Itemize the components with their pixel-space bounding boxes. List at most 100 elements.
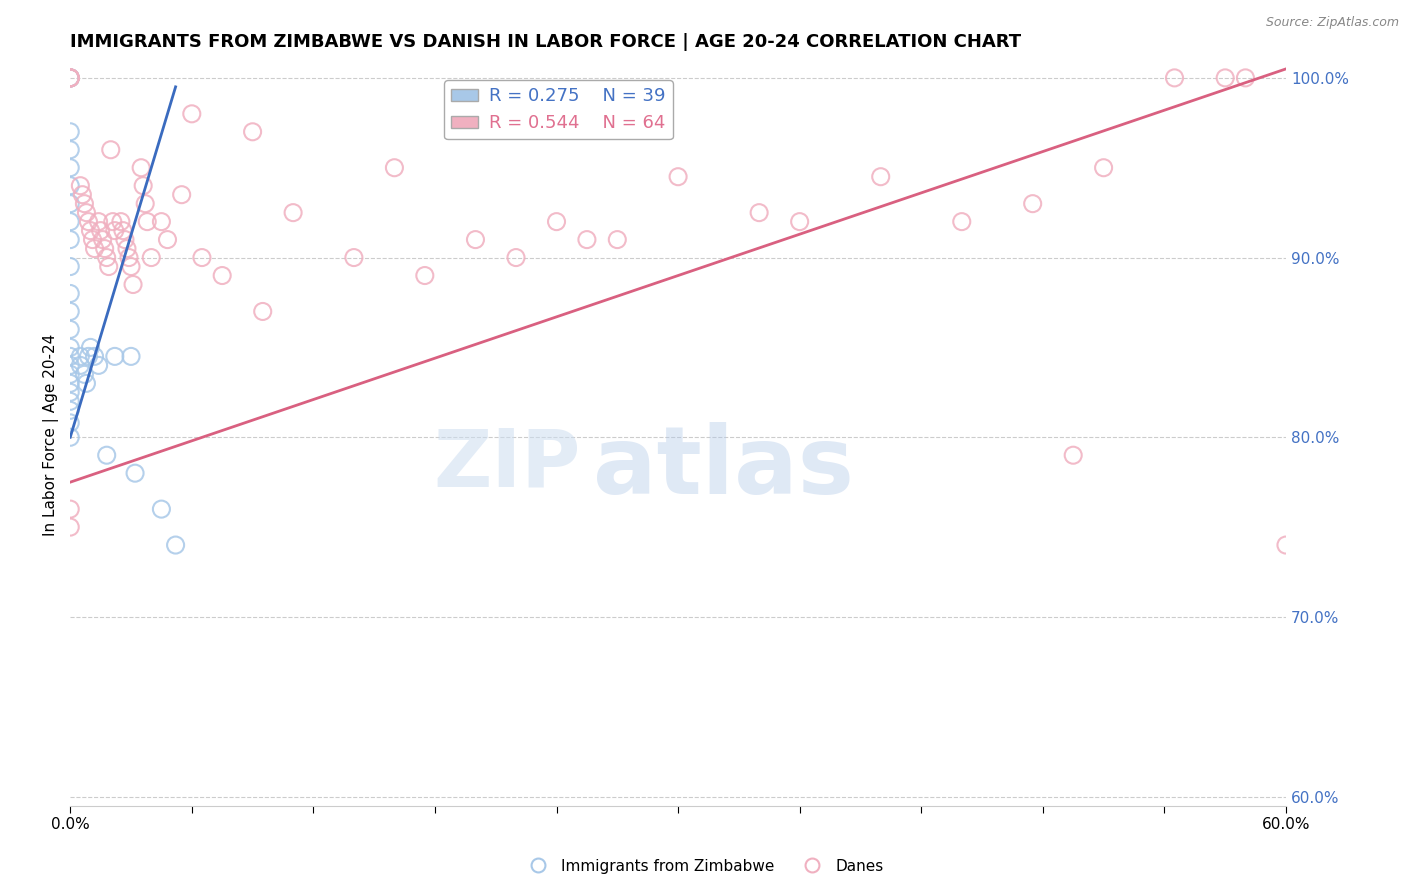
Point [281,205,304,219]
Point [1163,70,1185,85]
Point [666,169,689,184]
Point [120,260,142,274]
Point [111,224,134,238]
Point [115,242,138,256]
Point [90,224,112,238]
Point [69,350,91,364]
Point [59,403,82,417]
Point [343,251,366,265]
Point [180,107,202,121]
Point [1234,70,1257,85]
Point [59,70,82,85]
Point [114,233,136,247]
Point [1092,161,1115,175]
Point [82,233,104,247]
Point [100,143,122,157]
Point [59,260,82,274]
Point [73,368,96,382]
Legend: Immigrants from Zimbabwe, Danes: Immigrants from Zimbabwe, Danes [516,853,890,880]
Point [191,251,214,265]
Point [59,70,82,85]
Y-axis label: In Labor Force | Age 20-24: In Labor Force | Age 20-24 [44,334,59,536]
Point [59,286,82,301]
Point [59,70,82,85]
Point [96,251,118,265]
Point [101,214,124,228]
Point [104,350,127,364]
Point [1062,448,1084,462]
Point [129,161,152,175]
Point [384,161,406,175]
Point [150,214,173,228]
Point [59,233,82,247]
Point [59,350,82,364]
Point [59,70,82,85]
Point [72,187,94,202]
Point [242,125,264,139]
Point [59,70,82,85]
Point [156,233,179,247]
Point [134,196,156,211]
Point [83,242,105,256]
Point [165,538,187,552]
Point [120,350,142,364]
Point [59,70,82,85]
Point [59,322,82,336]
Point [59,196,82,211]
Point [132,178,155,193]
Point [77,350,100,364]
Point [59,178,82,193]
Point [73,196,96,211]
Point [83,350,105,364]
Point [87,214,110,228]
Point [79,340,101,354]
Point [69,359,91,373]
Point [59,161,82,175]
Point [150,502,173,516]
Text: IMMIGRANTS FROM ZIMBABWE VS DANISH IN LABOR FORCE | AGE 20-24 CORRELATION CHART: IMMIGRANTS FROM ZIMBABWE VS DANISH IN LA… [70,33,1021,51]
Point [59,340,82,354]
Point [118,251,141,265]
Point [59,70,82,85]
Legend: R = 0.275    N = 39, R = 0.544    N = 64: R = 0.275 N = 39, R = 0.544 N = 64 [444,80,673,139]
Point [97,260,120,274]
Point [136,214,159,228]
Point [91,233,114,247]
Point [96,448,118,462]
Point [546,214,568,228]
Point [122,277,145,292]
Text: atlas: atlas [593,422,853,514]
Point [59,394,82,409]
Point [575,233,598,247]
Point [59,430,82,444]
Point [869,169,891,184]
Point [59,143,82,157]
Point [75,376,97,391]
Point [170,187,193,202]
Point [211,268,233,283]
Point [1021,196,1043,211]
Point [464,233,486,247]
Point [104,224,127,238]
Point [1275,538,1298,552]
Point [59,385,82,400]
Point [59,520,82,534]
Point [252,304,274,318]
Point [141,251,163,265]
Point [69,178,91,193]
Point [789,214,811,228]
Point [59,416,82,430]
Point [59,70,82,85]
Point [748,205,770,219]
Point [413,268,436,283]
Point [59,125,82,139]
Point [124,466,146,480]
Point [87,359,110,373]
Point [950,214,973,228]
Point [59,376,82,391]
Point [606,233,628,247]
Point [77,214,100,228]
Point [75,205,97,219]
Point [59,368,82,382]
Point [110,214,132,228]
